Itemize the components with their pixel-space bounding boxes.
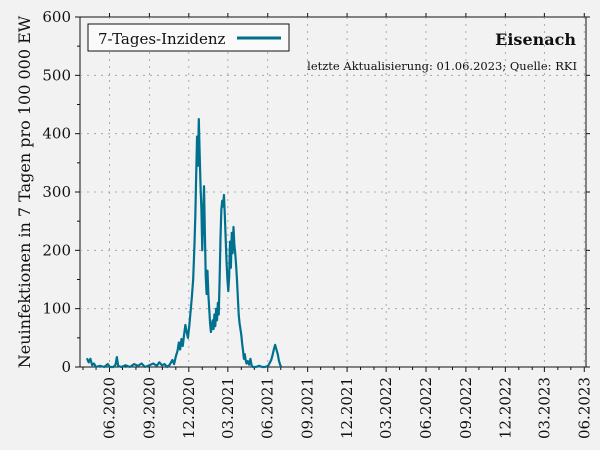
legend-entry-label: 7-Tages-Inzidenz (98, 30, 226, 48)
y-tick-label: 500 (42, 66, 71, 84)
x-tick-label: 09.2022 (457, 377, 475, 439)
y-tick-label: 0 (61, 358, 71, 376)
series-line (85, 117, 283, 369)
x-tick-label: 09.2020 (140, 377, 158, 439)
axis-ticks (75, 13, 590, 372)
y-tick-label: 100 (42, 300, 71, 318)
y-tick-label: 400 (42, 125, 71, 143)
x-tick-label: 06.2021 (259, 377, 277, 439)
y-axis-label: Neuinfektionen in 7 Tagen pro 100 000 EW (15, 15, 34, 368)
x-tick-label: 06.2020 (100, 377, 118, 439)
x-tick-label: 09.2021 (299, 377, 317, 439)
x-tick-label: 03.2022 (377, 377, 395, 439)
y-tick-label: 300 (42, 183, 71, 201)
grid (80, 17, 586, 367)
x-tick-label: 06.2023 (575, 377, 593, 439)
y-tick-label: 600 (42, 8, 71, 26)
chart-title: Eisenach (495, 30, 576, 49)
y-tick-label: 200 (42, 241, 71, 259)
x-tick-label: 12.2021 (338, 377, 356, 439)
x-tick-label: 06.2022 (417, 377, 435, 439)
x-tick-label: 03.2021 (219, 377, 237, 439)
x-tick-labels: 06.2020 09.2020 12.2020 03.2021 06.2021 09.20… (100, 377, 593, 439)
x-tick-label: 12.2022 (496, 377, 514, 439)
legend: 7-Tages-Inzidenz (87, 23, 290, 52)
y-tick-labels: 0 100 200 300 400 500 600 (42, 8, 71, 376)
x-tick-label: 03.2023 (535, 377, 553, 439)
chart-subtitle: letzte Aktualisierung: 01.06.2023; Quell… (307, 59, 577, 73)
x-tick-label: 12.2020 (180, 377, 198, 439)
series-layer (85, 117, 283, 369)
